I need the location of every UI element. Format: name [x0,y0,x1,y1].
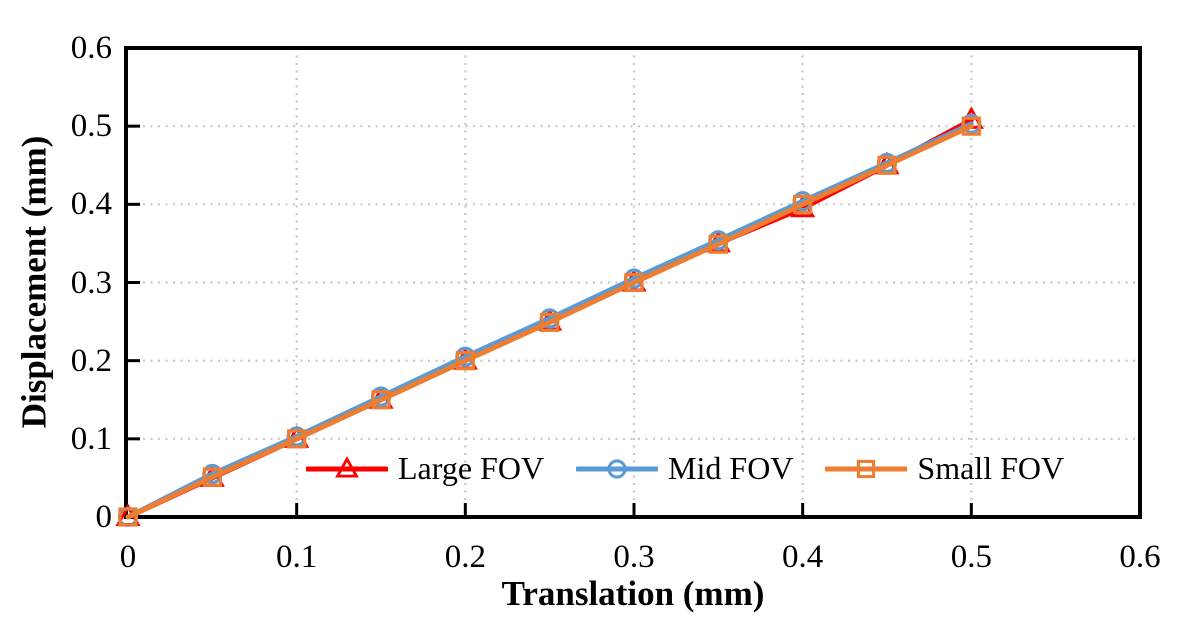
series-line [125,123,974,520]
y-tick-label: 0 [95,499,113,535]
legend-label: Small FOV [917,450,1065,486]
legend-sample [825,459,908,478]
circle-marker [607,458,627,479]
legend-item: Large FOV [306,450,544,487]
x-tick-label: 0.4 [782,539,824,575]
x-tick-label: 0.2 [444,539,486,575]
legend-item: Mid FOV [576,450,793,487]
square-marker [793,194,813,214]
x-tick-label: 0.6 [1119,539,1161,575]
legend-item: Small FOV [825,450,1064,487]
x-tick-label: 0.1 [276,539,318,575]
square-marker [202,467,222,487]
y-tick-label: 0.2 [70,342,112,379]
square-marker [455,351,475,371]
x-tick-label: 0.3 [613,539,655,575]
square-marker [961,116,981,136]
x-tick-label: 0.5 [950,539,992,575]
triangle-marker [335,455,359,478]
y-tick-label: 0.3 [70,264,112,301]
y-tick-label: 0.4 [70,186,112,223]
y-tick-label: 0.1 [70,420,112,457]
square-marker [540,312,560,332]
x-tick-label: 0 [119,539,137,575]
legend-sample [576,458,659,479]
legend: Large FOV Mid FOV Small FOV [306,450,1064,487]
x-axis-title: Translation (mm) [501,574,765,613]
legend-label: Large FOV [398,450,545,486]
legend-sample [306,455,388,478]
square-marker [624,272,644,293]
square-marker [287,429,307,449]
y-tick-label: 0.6 [70,30,112,66]
square-marker [708,234,728,254]
y-tick-label: 0.5 [70,108,112,145]
square-marker [118,507,138,527]
legend-label: Mid FOV [668,450,794,486]
square-marker [857,459,876,478]
square-marker [877,155,897,175]
square-marker [371,390,391,410]
